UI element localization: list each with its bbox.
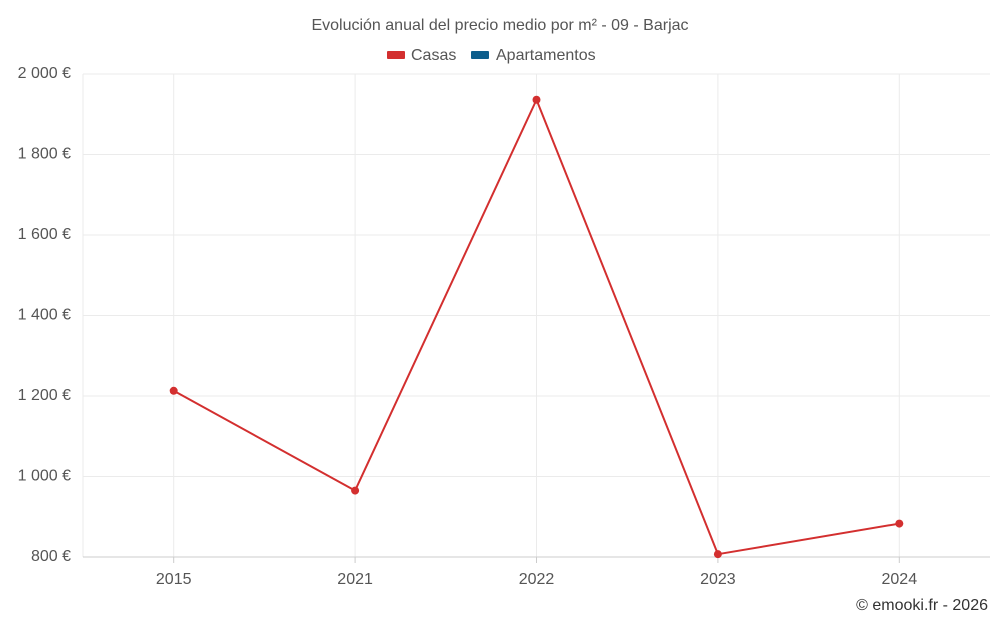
x-tick-label: 2021 [337, 571, 373, 588]
x-tick-label: 2022 [519, 571, 555, 588]
y-tick-label: 1 200 € [18, 387, 71, 404]
x-tick-label: 2024 [882, 571, 918, 588]
legend-swatch-apartamentos [471, 51, 489, 59]
y-tick-label: 1 400 € [18, 307, 71, 324]
y-tick-label: 1 000 € [18, 468, 71, 485]
x-tick-label: 2015 [156, 571, 192, 588]
legend-label-apartamentos: Apartamentos [496, 47, 596, 64]
legend: Casas Apartamentos [387, 47, 596, 64]
y-tick-label: 1 600 € [18, 226, 71, 243]
legend-item-apartamentos[interactable]: Apartamentos [471, 47, 596, 64]
data-point-casas-2023[interactable] [713, 550, 722, 559]
series-casas [169, 95, 904, 559]
data-point-casas-2024[interactable] [895, 519, 904, 528]
x-tick-label: 2023 [700, 571, 736, 588]
y-tick-label: 2 000 € [18, 65, 71, 82]
data-point-casas-2015[interactable] [169, 386, 178, 395]
chart-title: Evolución anual del precio medio por m² … [311, 17, 688, 34]
axes: 800 € 1 000 € 1 200 € 1 400 € 1 600 € 1 800 €… [18, 65, 990, 588]
y-tick-label: 1 800 € [18, 146, 71, 163]
legend-swatch-casas [387, 51, 405, 59]
legend-item-casas[interactable]: Casas [387, 47, 456, 64]
grid [82, 73, 990, 557]
legend-label-casas: Casas [411, 47, 456, 64]
data-point-casas-2022[interactable] [532, 95, 541, 104]
data-point-casas-2021[interactable] [351, 486, 360, 495]
y-tick-label: 800 € [31, 548, 71, 565]
credit-text: © emooki.fr - 2026 [856, 597, 988, 614]
